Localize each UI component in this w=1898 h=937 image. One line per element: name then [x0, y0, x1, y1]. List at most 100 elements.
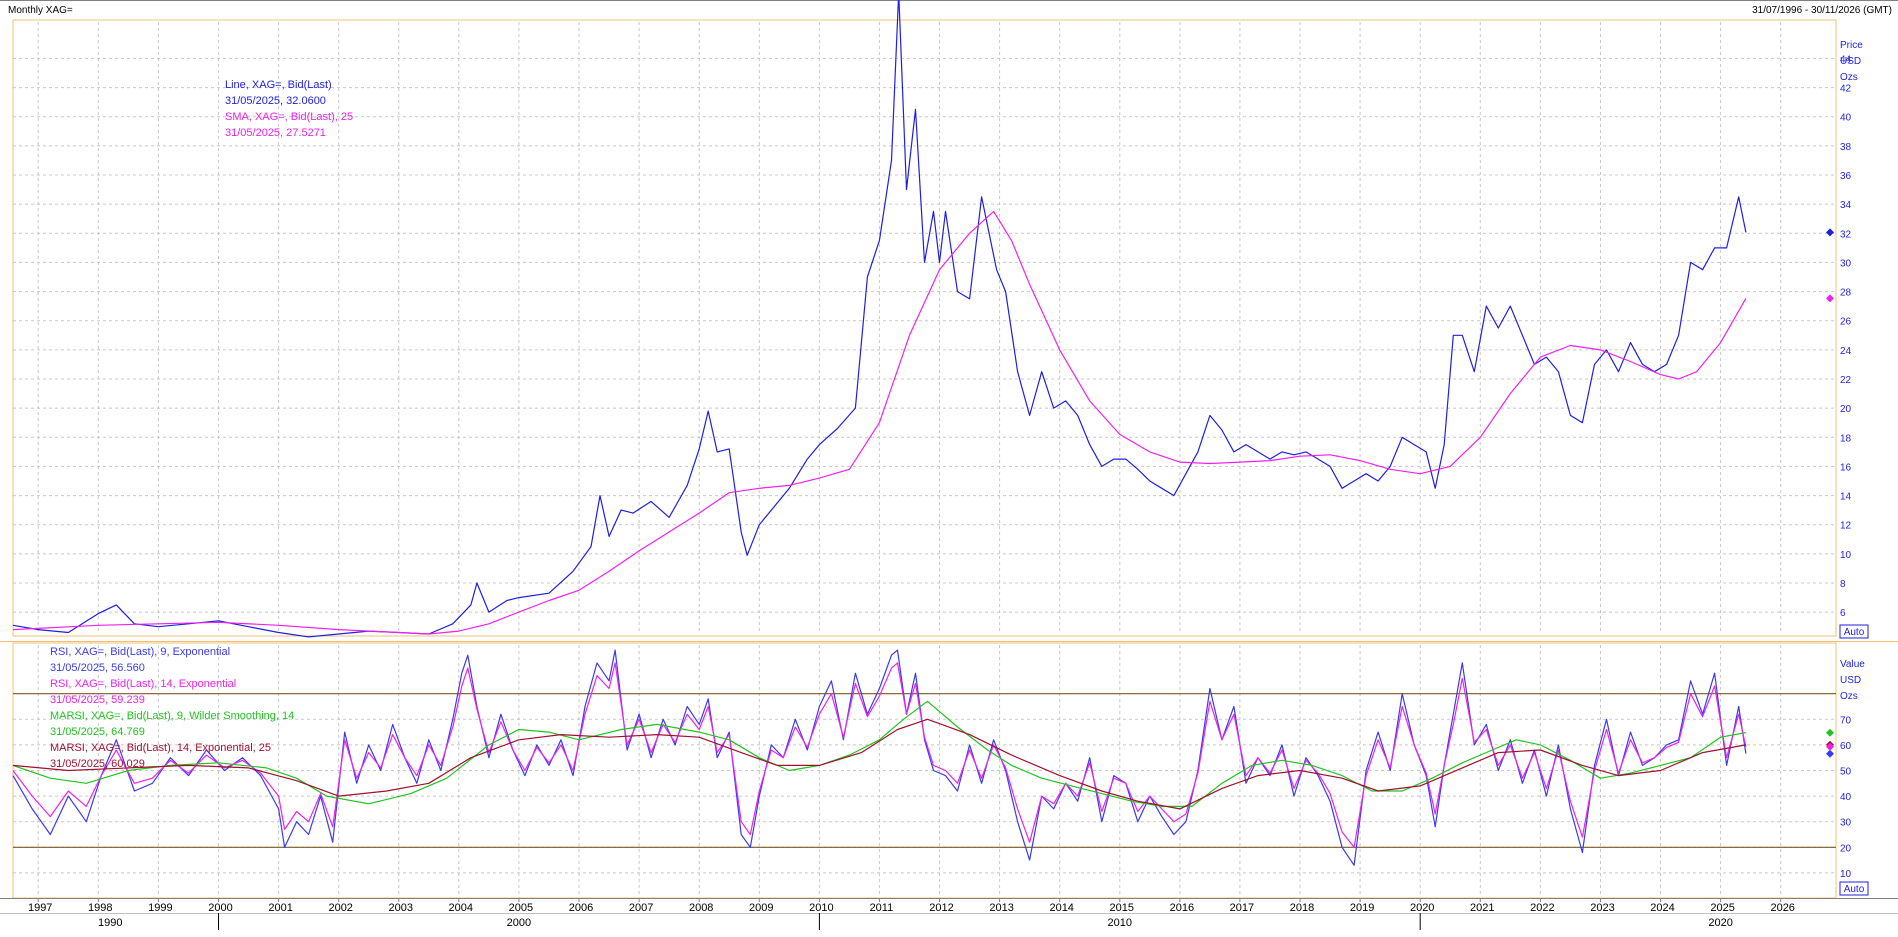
price-tick-label: 38 — [1840, 142, 1852, 153]
price-tick-label: 24 — [1840, 346, 1852, 357]
x-year-label: 2005 — [509, 902, 533, 914]
legend-rsi9-name: RSI, XAG=, Bid(Last), 9, Exponential — [50, 646, 230, 658]
legend-marsi9-name: MARSI, XAG=, Bid(Last), 9, Wilder Smooth… — [50, 710, 294, 722]
x-year-label: 2015 — [1110, 902, 1134, 914]
x-year-label: 2026 — [1770, 902, 1794, 914]
osc-series-2 — [12, 700, 1747, 808]
x-year-label: 2022 — [1530, 902, 1554, 914]
price-series-1 — [12, 210, 1747, 635]
price-last-value-marker — [1826, 294, 1834, 303]
x-year-label: 2018 — [1290, 902, 1314, 914]
x-year-label: 2008 — [689, 902, 713, 914]
osc-axis-label-unit: Ozs — [1840, 691, 1858, 702]
osc-last-value-marker — [1826, 742, 1834, 751]
price-tick-label: 16 — [1840, 462, 1852, 473]
x-year-label: 2009 — [749, 902, 773, 914]
x-year-label: 2003 — [389, 902, 413, 914]
legend-line-name: Line, XAG=, Bid(Last) — [225, 79, 332, 91]
legend-line-value: 31/05/2025, 32.0600 — [225, 95, 326, 107]
x-year-label: 1997 — [28, 902, 52, 914]
legend-marsi14-name: MARSI, XAG=, Bid(Last), 14, Exponential,… — [50, 742, 271, 754]
x-year-label: 2013 — [989, 902, 1013, 914]
price-tick-label: 12 — [1840, 521, 1852, 532]
osc-axis-label-currency: USD — [1840, 675, 1861, 686]
price-tick-label: 10 — [1840, 550, 1852, 561]
legend-rsi9-value: 31/05/2025, 56.560 — [50, 662, 145, 674]
price-panel-frame — [12, 19, 1837, 637]
price-auto-button-label: Auto — [1844, 627, 1865, 638]
x-year-label: 2000 — [208, 902, 232, 914]
price-axis-label-title: Price — [1840, 40, 1863, 51]
x-year-label: 2016 — [1170, 902, 1194, 914]
legend-sma-name: SMA, XAG=, Bid(Last), 25 — [225, 111, 353, 123]
price-tick-label: 28 — [1840, 288, 1852, 299]
x-decade-label: 2020 — [1708, 917, 1732, 929]
price-panel: 6 8 10 12 14 16 18 20 22 24 26 28 30 32 34 36 38 40 42 44 L… — [12, 0, 1869, 639]
x-year-label: 1998 — [88, 902, 112, 914]
osc-tick-label: 40 — [1840, 792, 1852, 803]
osc-auto-button-label: Auto — [1844, 884, 1865, 895]
x-year-label: 2006 — [569, 902, 593, 914]
price-tick-label: 14 — [1840, 492, 1852, 503]
x-year-label: 2025 — [1710, 902, 1734, 914]
oscillator-auto-button[interactable]: Auto — [1839, 881, 1869, 896]
date-range: 31/07/1996 - 30/11/2026 (GMT) — [1752, 5, 1892, 16]
legend-marsi9-value: 31/05/2025, 64.769 — [50, 726, 145, 738]
legend-marsi14-value: 31/05/2025, 60.029 — [50, 758, 145, 770]
legend-rsi14-value: 31/05/2025, 59.239 — [50, 694, 145, 706]
x-year-label: 2004 — [449, 902, 473, 914]
osc-tick-label: 20 — [1840, 843, 1852, 854]
price-tick-label: 42 — [1840, 84, 1852, 95]
osc-tick-label: 10 — [1840, 869, 1852, 880]
price-last-value-marker — [1826, 228, 1834, 237]
x-year-label: 2012 — [929, 902, 953, 914]
x-year-label: 2001 — [268, 902, 292, 914]
x-year-label: 2021 — [1470, 902, 1494, 914]
x-year-label: 2002 — [328, 902, 352, 914]
price-tick-label: 32 — [1840, 229, 1852, 240]
x-year-label: 2019 — [1350, 902, 1374, 914]
price-legend: Line, XAG=, Bid(Last) 31/05/2025, 32.060… — [225, 79, 353, 139]
price-tick-label: 26 — [1840, 317, 1852, 328]
x-year-label: 1999 — [148, 902, 172, 914]
x-year-label: 2007 — [629, 902, 653, 914]
price-tick-label: 22 — [1840, 375, 1852, 386]
price-axis-label-currency: USD — [1840, 56, 1861, 67]
time-axis: 1997 1998 1999 2000 2001 2002 2003 2004 2005 2006… — [0, 898, 1898, 930]
price-tick-label: 30 — [1840, 258, 1852, 269]
oscillator-panel: 10 20 30 40 50 60 70 RSI, XAG=, Bid(Last), 9, … — [12, 642, 1869, 899]
price-tick-label: 40 — [1840, 113, 1852, 124]
legend-sma-value: 31/05/2025, 27.5271 — [225, 127, 326, 139]
x-decade-label: 2010 — [1108, 917, 1132, 929]
x-decade-label: 1990 — [98, 917, 122, 929]
osc-axis-label-title: Value — [1840, 659, 1865, 670]
x-year-label: 2010 — [809, 902, 833, 914]
osc-tick-label: 50 — [1840, 767, 1852, 778]
osc-series-1 — [12, 662, 1747, 848]
price-tick-label: 18 — [1840, 433, 1852, 444]
osc-series-3 — [12, 718, 1747, 810]
x-year-label: 2023 — [1590, 902, 1614, 914]
x-year-label: 2011 — [870, 902, 894, 914]
x-year-label: 2024 — [1650, 902, 1674, 914]
x-year-label: 2017 — [1230, 902, 1254, 914]
osc-tick-label: 30 — [1840, 818, 1852, 829]
osc-last-value-marker — [1826, 749, 1834, 758]
legend-rsi14-name: RSI, XAG=, Bid(Last), 14, Exponential — [50, 678, 236, 690]
x-decade-label: 2000 — [507, 917, 531, 929]
osc-tick-label: 60 — [1840, 741, 1852, 752]
oscillator-legend: RSI, XAG=, Bid(Last), 9, Exponential 31/… — [50, 646, 294, 770]
price-axis-label-unit: Ozs — [1840, 72, 1858, 83]
chart-title: Monthly XAG= — [8, 5, 73, 16]
x-year-label: 2020 — [1410, 902, 1434, 914]
price-tick-label: 6 — [1840, 608, 1846, 619]
price-series-0 — [12, 0, 1747, 638]
x-year-label: 2014 — [1049, 902, 1073, 914]
price-auto-button[interactable]: Auto — [1839, 624, 1869, 639]
osc-last-value-marker — [1826, 728, 1834, 737]
osc-tick-label: 70 — [1840, 715, 1852, 726]
price-tick-label: 36 — [1840, 171, 1852, 182]
price-tick-label: 34 — [1840, 200, 1852, 211]
